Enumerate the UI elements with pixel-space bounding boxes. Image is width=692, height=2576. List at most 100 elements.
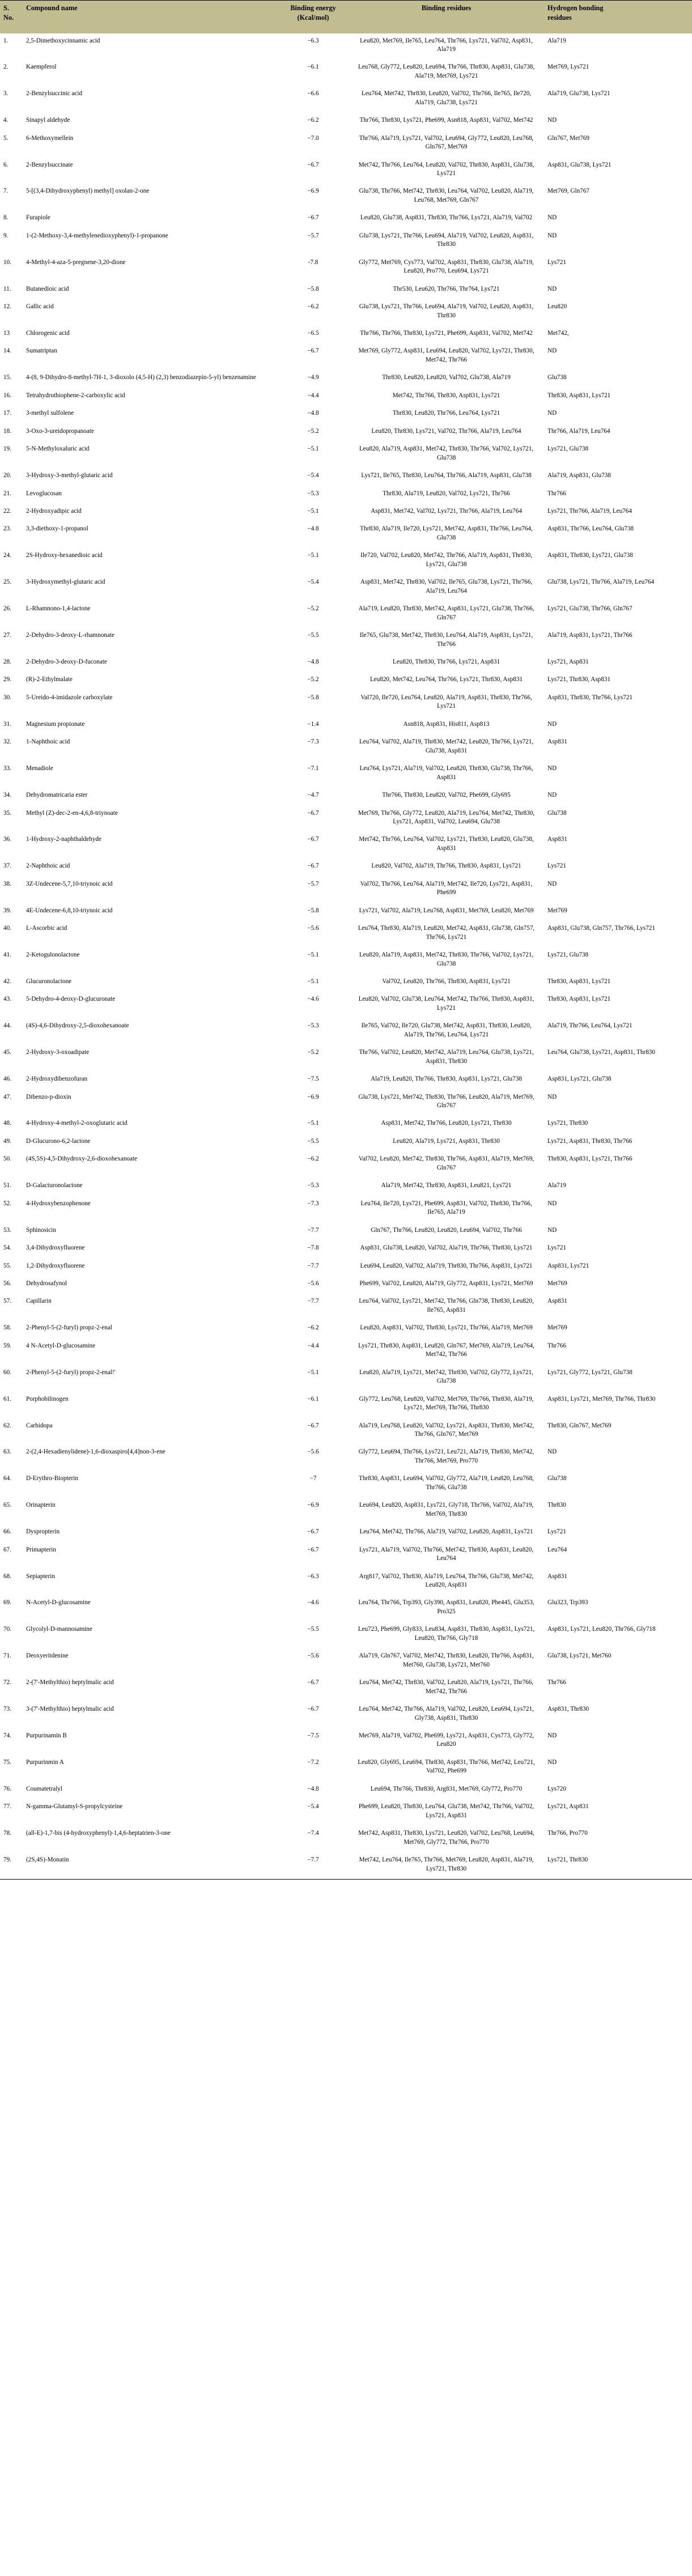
cell-hydrogen-bonding-residues: Lys721, Thr830 xyxy=(547,1856,588,1864)
table-row: 73. 3-(7'-Methylthio) heptylmalic acid −6.… xyxy=(0,1702,692,1728)
cell-compound-name: D-Erythro-Biopterin xyxy=(26,1475,78,1482)
cell-binding-energy: −5.2 xyxy=(307,676,319,683)
cell-serial-number: 13 xyxy=(3,330,10,337)
cell-hydrogen-bonding-residues: Thr830, Asp831, Lys721 xyxy=(547,392,611,399)
cell-hydrogen-bonding-residues: Ala719, Asp831, Lys721, Thr766 xyxy=(547,632,632,639)
cell-compound-name: 2-Benzylsuccinate xyxy=(26,161,73,168)
cell-serial-number: 40. xyxy=(3,925,11,932)
cell-binding-energy: −6.9 xyxy=(307,1502,319,1509)
cell-compound-name: 1-Hydroxy-2-naphthaldehyde xyxy=(26,836,101,843)
cell-serial-number: 66. xyxy=(3,1528,11,1536)
cell-compound-name: Dehydrosafynol xyxy=(26,1280,67,1287)
table-row: 29. (R)-2-Ethylmalate −5.2 Leu820, Met742, … xyxy=(0,672,692,690)
table-row: 42. Glucuronolactone −5.1 Val702, Leu820, T… xyxy=(0,974,692,992)
table-row: 7. 5-[(3,4-Dihydroxyphenyl) methyl] oxola… xyxy=(0,184,692,210)
cell-hydrogen-bonding-residues: Glu323, Trp393 xyxy=(547,1599,588,1606)
cell-compound-name: Gallic acid xyxy=(26,303,54,311)
cell-serial-number: 52. xyxy=(3,1200,11,1207)
cell-binding-residues: Val720, Ile720, Leu764, Leu820, Ala719, … xyxy=(360,694,532,710)
column-header-hydrogen-bonding-residues: Hydrogen bonding residues xyxy=(544,0,692,33)
cell-compound-name: 5-[(3,4-Dihydroxyphenyl) methyl] oxolan-… xyxy=(26,188,150,195)
table-row: 25. 3-Hydroxymethyl-glutaric acid −5.4 Asp8… xyxy=(0,575,692,601)
cell-serial-number: 68. xyxy=(3,1572,11,1580)
cell-hydrogen-bonding-residues: Thr766 xyxy=(547,1342,566,1349)
cell-binding-energy: −6.7 xyxy=(307,161,319,168)
cell-hydrogen-bonding-residues: Thr830 xyxy=(547,1502,566,1509)
cell-serial-number: 26. xyxy=(3,605,11,613)
cell-binding-energy: −7.7 xyxy=(307,1298,319,1305)
cell-binding-residues: Ala719, Leu820, Thr830, Met742, Asp831, … xyxy=(358,605,534,621)
table-row: 49. D-Glucurono-6,2-lactone −5.5 Leu820, Al… xyxy=(0,1134,692,1151)
table-row: 39. 4E-Undecene-6,8,10-triynoic acid −5.8 L… xyxy=(0,903,692,921)
cell-hydrogen-bonding-residues: Met769, Lys721 xyxy=(547,63,589,71)
cell-binding-residues: Thr830, Asp831, Leu694, Val702, Gly772, … xyxy=(359,1475,534,1491)
cell-hydrogen-bonding-residues: Lys721, Asp831, Thr830, Thr766 xyxy=(547,1137,632,1145)
cell-hydrogen-bonding-residues: Glu738 xyxy=(547,374,567,381)
table-row: 2. Kaempferol −6.1 Leu768, Gly772, Leu820, … xyxy=(0,59,692,86)
cell-serial-number: 75. xyxy=(3,1758,11,1766)
cell-binding-residues: Leu820, Met769, Ile765, Leu764, Thr766, … xyxy=(359,37,533,53)
cell-serial-number: 36. xyxy=(3,836,11,843)
cell-binding-residues: Leu820, Thr830, Lys721, Val702, Thr766, … xyxy=(371,427,521,435)
cell-hydrogen-bonding-residues: Thr830, Asp831, Lys721, Thr766 xyxy=(547,1155,632,1163)
cell-binding-energy: −6.7 xyxy=(307,1546,319,1553)
cell-binding-residues: Met769, Gly772, Asp831, Leu694, Leu820, … xyxy=(358,347,534,363)
table-row: 75. Purpurinmin A −7.2 Leu820, Gly695, Leu6… xyxy=(0,1755,692,1782)
cell-serial-number: 41. xyxy=(3,951,11,959)
cell-serial-number: 67. xyxy=(3,1546,11,1553)
cell-binding-energy: −5.1 xyxy=(307,1368,319,1376)
cell-hydrogen-bonding-residues: ND xyxy=(547,1732,557,1739)
cell-hydrogen-bonding-residues: ND xyxy=(547,880,557,887)
cell-compound-name: Butanedioic acid xyxy=(26,285,69,292)
cell-binding-energy: −1.4 xyxy=(307,720,319,728)
cell-compound-name: 3,4-Dihydroxyfluorene xyxy=(26,1244,85,1252)
cell-binding-energy: −5.5 xyxy=(307,632,319,639)
cell-serial-number: 6. xyxy=(3,161,9,168)
cell-hydrogen-bonding-residues: Ala719 xyxy=(547,1182,566,1189)
cell-compound-name: N-gamma-Glutamyl-S-propylcysteine xyxy=(26,1803,123,1810)
cell-compound-name: 2-Naphthoic acid xyxy=(26,862,70,870)
cell-hydrogen-bonding-residues: Lys721, Asp831 xyxy=(547,658,589,665)
cell-binding-residues: Leu723, Phe699, Gly833, Leu834, Asp831, … xyxy=(358,1626,535,1642)
cell-binding-energy: −5.2 xyxy=(307,605,319,613)
cell-serial-number: 17. xyxy=(3,410,11,417)
cell-binding-energy: −6.6 xyxy=(307,90,319,97)
cell-compound-name: 2,5-Dimethoxycinnamic acid xyxy=(26,37,100,44)
cell-compound-name: 3-Hydroxy-3-methyl-glutaric acid xyxy=(26,472,113,479)
cell-binding-energy: −5.2 xyxy=(307,1049,319,1056)
cell-binding-energy: −4.6 xyxy=(307,1599,319,1606)
cell-hydrogen-bonding-residues: Met742, xyxy=(547,330,569,337)
table-row: 50. (4S,5S)-4,5-Dihydroxy-2,6-dioxohexano… xyxy=(0,1151,692,1178)
cell-compound-name: (R)-2-Ethylmalate xyxy=(26,676,73,683)
cell-binding-residues: Thr830, Leu820, Thr766, Leu764, Lys721 xyxy=(392,410,500,417)
table-header-row: S. No. Compound name Binding energy (Kca… xyxy=(0,0,692,33)
cell-compound-name: Methyl (Z)-dec-2-en-4,6,8-triynoate xyxy=(26,809,118,817)
cell-binding-energy: −5.6 xyxy=(307,1448,319,1456)
cell-hydrogen-bonding-residues: Asp831, Glu738, Lys721 xyxy=(547,161,612,168)
cell-hydrogen-bonding-residues: ND xyxy=(547,117,557,124)
table-row: 23. 3,3-diethoxy-1-propanol −4.8 Thr830, Al… xyxy=(0,521,692,548)
table-row: 38. 3Z-Undecene-5,7,10-triynoic acid −5.7 V… xyxy=(0,877,692,903)
cell-compound-name: 1-(2-Methoxy-3,4-methylenedioxyphenyl)-1… xyxy=(26,232,168,239)
table-row: 22. 2-Hydroxyadipic acid −5.1 Asp831, Met74… xyxy=(0,504,692,521)
cell-binding-residues: Asp831, Met742, Thr830, Val702, Ile765, … xyxy=(360,579,533,594)
cell-binding-residues: Ala719, Leu820, Thr766, Thr830, Asp831, … xyxy=(371,1076,522,1083)
cell-compound-name: 2-Phenyl-5-(2-furyl) propz-2-enal xyxy=(26,1324,112,1332)
cell-serial-number: 1. xyxy=(3,37,9,44)
cell-compound-name: Sepiapterin xyxy=(26,1572,55,1580)
cell-binding-energy: −6.7 xyxy=(307,809,319,817)
cell-binding-energy: −7.2 xyxy=(307,1758,319,1766)
cell-compound-name: Dyspropterin xyxy=(26,1528,60,1536)
cell-binding-energy: −5.8 xyxy=(307,907,319,914)
table-row: 61. Porphobilinogen −6.1 Gly772, Leu768, Le… xyxy=(0,1392,692,1418)
cell-binding-energy: −5.1 xyxy=(307,977,319,985)
hbond-label-line2: residues xyxy=(547,13,572,22)
cell-serial-number: 76. xyxy=(3,1785,11,1792)
table-row: 47. Dibenzo-p-dioxin −6.9 Glu738, Lys721, M… xyxy=(0,1090,692,1116)
cell-binding-energy: −6.2 xyxy=(307,1155,319,1163)
cell-binding-energy: −6.7 xyxy=(307,1679,319,1686)
table-row: 4. Sinapyl aldehyde −6.2 Thr766, Thr830, Ly… xyxy=(0,113,692,130)
cell-binding-residues: Met769, Ala719, Val702, Phe699, Lys721, … xyxy=(358,1732,534,1748)
cell-binding-energy: −6.7 xyxy=(307,214,319,222)
table-row: 53. Sphinosicin −7.7 Gln767, Thr766, Leu820… xyxy=(0,1223,692,1240)
